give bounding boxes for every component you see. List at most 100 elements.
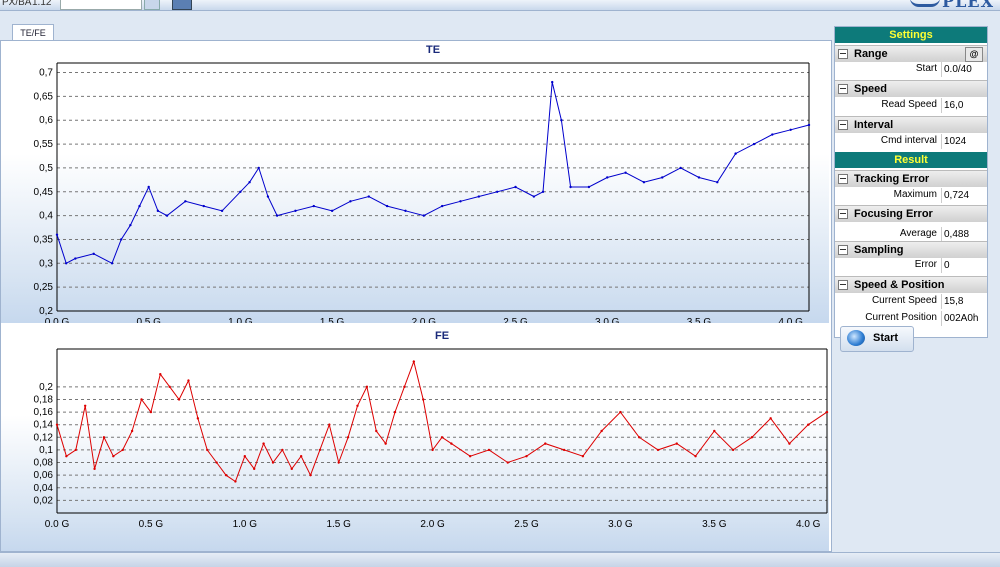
data-point (541, 190, 545, 193)
group-tracking-error[interactable]: Tracking Error (835, 170, 987, 187)
title-field[interactable] (60, 0, 142, 10)
toolbar-button[interactable] (144, 0, 160, 10)
data-point (220, 209, 224, 213)
data-point (750, 436, 754, 439)
group-range[interactable]: Range @ (835, 45, 987, 62)
data-point (92, 252, 95, 255)
collapse-icon[interactable] (838, 245, 848, 255)
collapse-icon[interactable] (838, 84, 848, 94)
data-point (661, 176, 664, 179)
x-tick-label: 3.5 G (702, 519, 727, 530)
chart-title: FE (435, 330, 449, 342)
y-tick-label: 0,65 (34, 91, 54, 102)
data-point (637, 436, 641, 439)
group-speed[interactable]: Speed (835, 80, 987, 97)
data-point (177, 398, 181, 401)
data-point (102, 436, 106, 439)
data-point (257, 166, 260, 170)
data-point (93, 467, 96, 471)
row-current-position: Current Position 002A0h (845, 311, 987, 327)
settings-panel: Settings Range @ Start 0.0/40 Speed Read… (834, 26, 988, 338)
data-point (149, 410, 153, 414)
data-point (544, 442, 547, 445)
x-tick-label: 1.5 G (320, 317, 345, 323)
y-tick-label: 0,06 (34, 470, 54, 481)
data-point (731, 448, 735, 452)
data-point (807, 123, 811, 127)
data-point (525, 455, 528, 458)
data-point (422, 398, 425, 401)
data-point (55, 423, 59, 426)
start-button[interactable]: Start (840, 326, 914, 352)
y-tick-label: 0,12 (34, 432, 54, 443)
data-point (299, 455, 303, 458)
data-point (121, 448, 124, 452)
data-point (560, 119, 563, 122)
x-tick-label: 2.0 G (420, 519, 445, 530)
y-tick-label: 0,45 (34, 187, 54, 198)
collapse-icon[interactable] (838, 49, 848, 59)
y-tick-label: 0,4 (39, 211, 53, 222)
y-tick-label: 0,5 (39, 163, 53, 174)
data-point (788, 442, 791, 445)
group-sampling[interactable]: Sampling (835, 241, 987, 258)
data-point (234, 480, 237, 483)
data-point (159, 373, 162, 376)
x-tick-label: 0.0 G (45, 317, 70, 323)
tab-te-fe[interactable]: TE/FE (12, 24, 54, 41)
save-icon[interactable] (172, 0, 192, 10)
data-point (713, 429, 716, 433)
average-key: Average (899, 228, 937, 239)
data-point (110, 262, 114, 265)
current-position-key: Current Position (865, 312, 937, 323)
y-tick-label: 0,14 (34, 420, 54, 431)
data-point (384, 442, 387, 445)
x-tick-label: 2.0 G (412, 317, 437, 323)
start-input[interactable]: 0.0/40 (941, 62, 987, 77)
row-maximum: Maximum 0,724 (845, 188, 987, 204)
data-point (404, 209, 407, 213)
data-point (450, 442, 453, 445)
start-key: Start (915, 63, 937, 74)
cmd-interval-input[interactable]: 1024 (941, 134, 987, 149)
data-point (771, 133, 774, 136)
group-focusing-error[interactable]: Focusing Error (835, 205, 987, 222)
maximum-key: Maximum (893, 189, 937, 200)
data-point (328, 423, 331, 426)
disc-icon (847, 330, 865, 346)
title-value: 1.12 (32, 0, 52, 8)
collapse-icon[interactable] (838, 209, 848, 219)
data-point (506, 461, 509, 464)
y-tick-label: 0,04 (34, 483, 54, 494)
data-point (697, 176, 701, 179)
read-speed-input[interactable]: 16,0 (941, 98, 987, 113)
chart-background (1, 41, 829, 323)
result-header: Result (835, 152, 987, 168)
settings-header: Settings (835, 27, 987, 43)
collapse-icon[interactable] (838, 120, 848, 130)
chart-background (1, 325, 829, 551)
collapse-icon[interactable] (838, 174, 848, 184)
data-point (55, 233, 59, 236)
data-point (562, 448, 566, 452)
series-line (56, 81, 810, 265)
range-at-button[interactable]: @ (965, 47, 983, 62)
chart-title: TE (426, 44, 440, 56)
x-tick-label: 0.5 G (136, 317, 161, 323)
collapse-icon[interactable] (838, 280, 848, 290)
data-point (367, 195, 371, 198)
group-speed-position[interactable]: Speed & Position (835, 276, 987, 293)
row-average: Average 0,488 (845, 227, 987, 243)
data-point (271, 461, 275, 464)
brand-swoosh-icon (910, 0, 940, 7)
sampling-label: Sampling (854, 244, 904, 256)
x-tick-label: 0.0 G (45, 519, 70, 530)
data-point (252, 467, 256, 471)
data-point (266, 195, 270, 198)
group-interval[interactable]: Interval (835, 116, 987, 133)
data-point (140, 398, 143, 401)
data-point (356, 404, 359, 407)
data-point (487, 448, 491, 452)
chart-panel: TE 0,7 0,65 0,6 0,55 0,5 0,45 0,4 0,35 0,3 0,25 0,2… (0, 40, 832, 552)
data-point (679, 166, 682, 170)
